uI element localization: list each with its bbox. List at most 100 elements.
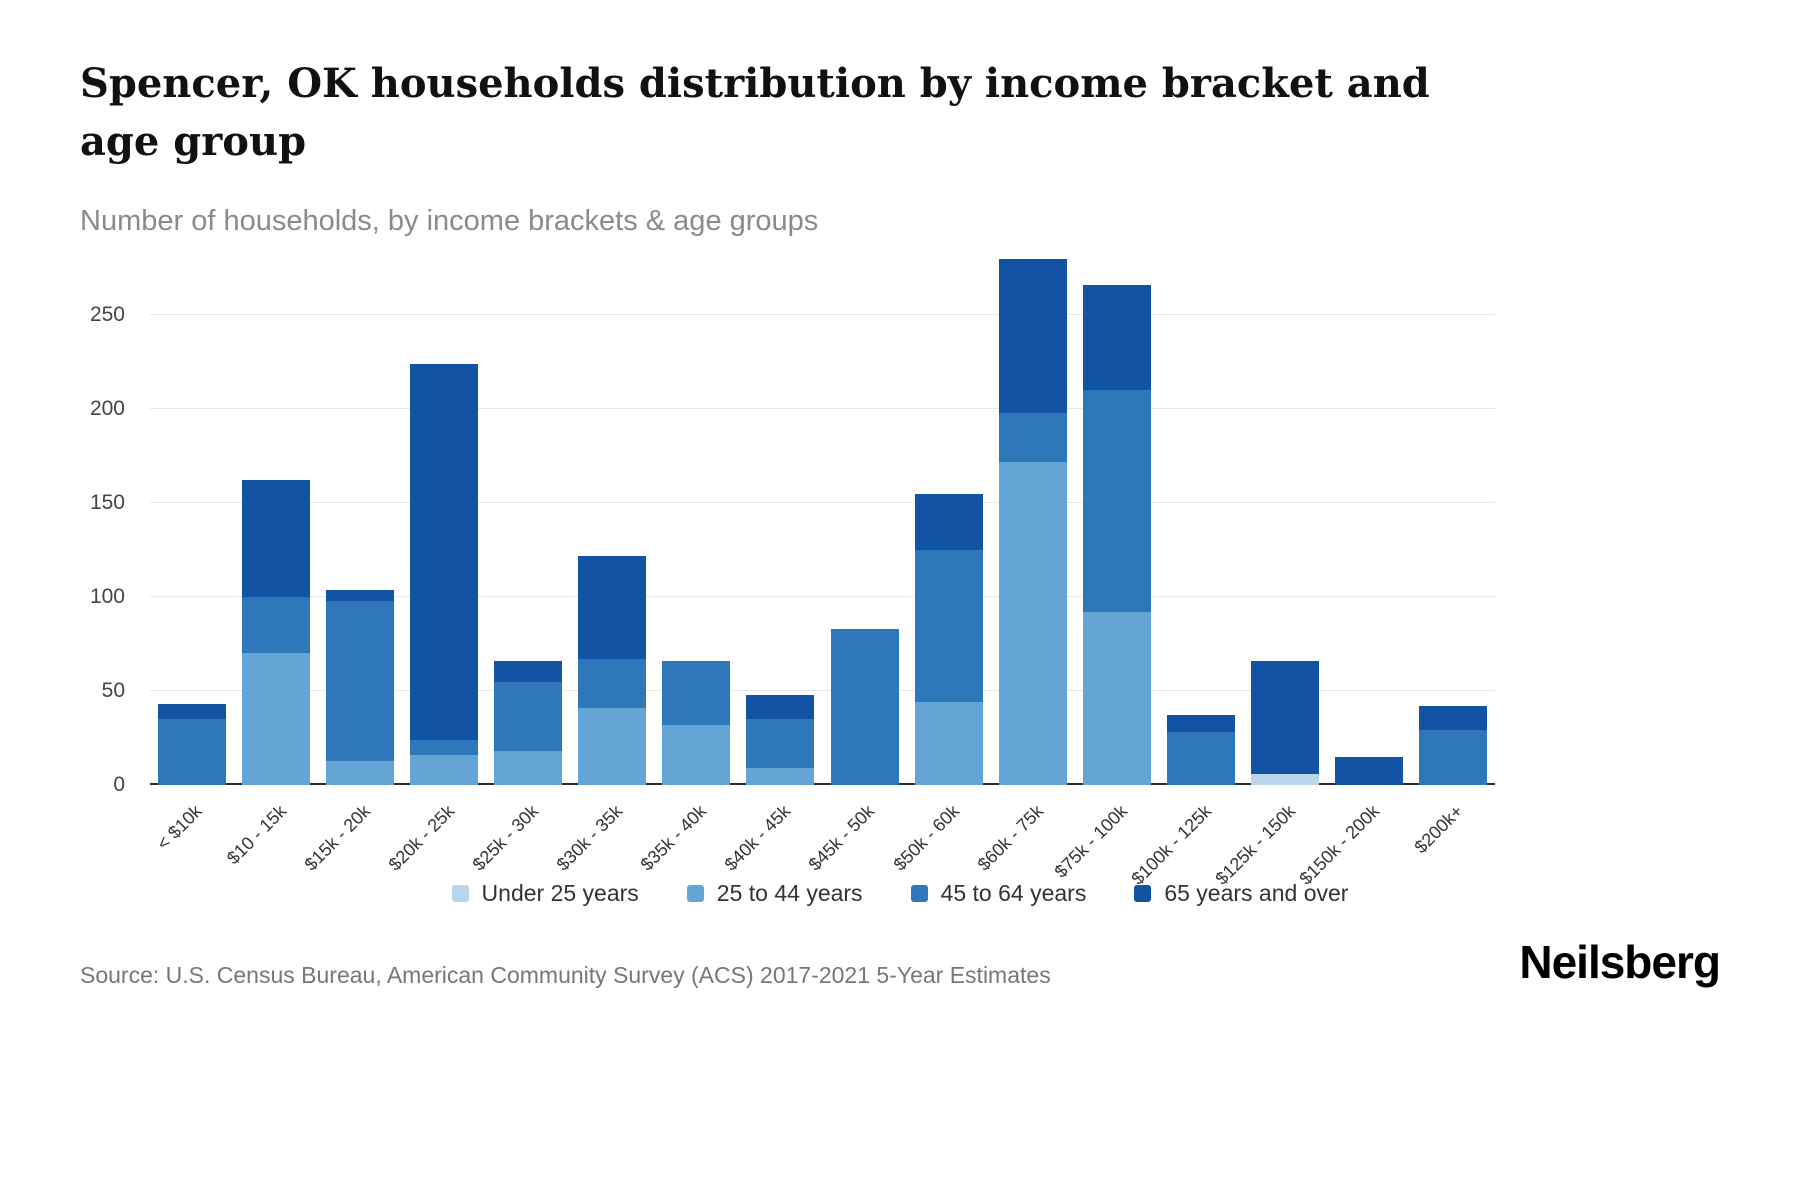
bar-slot [318,255,402,785]
gridline [150,408,1495,409]
bar [1418,706,1487,785]
bar-slot [150,255,234,785]
source-attribution: Source: U.S. Census Bureau, American Com… [80,962,1051,988]
legend-swatch [910,885,928,902]
bar-segment[interactable] [1418,730,1487,785]
bar-segment[interactable] [1166,715,1235,733]
bar [662,660,731,785]
bar-slot [907,255,991,785]
bar-slot [402,255,486,785]
bar-segment[interactable] [158,704,227,720]
x-tick-label: $15k - 20k [300,801,375,875]
legend-label: Under 25 years [481,880,639,906]
legend-swatch [686,885,704,902]
bar-segment[interactable] [578,659,647,708]
bar-segment[interactable] [242,653,311,785]
bar-segment[interactable] [1082,390,1151,613]
legend-item[interactable]: Under 25 years [451,880,639,907]
bar-slot [991,255,1075,785]
x-tick-label: $35k - 40k [636,801,711,875]
bar-slot [570,255,654,785]
bar-slot [1159,255,1243,785]
bar-segment[interactable] [746,768,815,785]
bar-segment[interactable] [914,702,983,785]
x-tick-label: $25k - 30k [468,801,543,875]
bar-segment[interactable] [830,628,899,785]
gridline [150,314,1495,315]
bar-segment[interactable] [158,719,227,785]
x-tick-label: $20k - 25k [384,801,459,875]
bar-segment[interactable] [578,555,647,660]
bar-segment[interactable] [1334,756,1403,785]
bar-segment[interactable] [1250,773,1319,785]
bar-slot [486,255,570,785]
x-tick-label: $75k - 100k [1050,801,1131,882]
bar-slot [738,255,822,785]
chart-subtitle: Number of households, by income brackets… [80,205,819,237]
bar [1334,756,1403,785]
bar-segment[interactable] [1082,612,1151,785]
x-tick-label: $150k - 200k [1295,801,1384,889]
x-axis: < $10k $10 - 15k $15k - 20k $20k - 25k $25k … [150,787,1495,889]
legend-item[interactable]: 45 to 64 years [910,880,1086,907]
y-tick-label: 100 [89,585,125,608]
bar-segment[interactable] [1082,284,1151,391]
x-tick-label: $200k+ [1410,801,1468,858]
bar-segment[interactable] [662,724,731,785]
bar-segment[interactable] [998,412,1067,462]
bar-segment[interactable] [410,363,479,740]
bar-slot [234,255,318,785]
y-tick-label: 150 [89,491,125,514]
bar-segment[interactable] [494,751,563,785]
bar-segment[interactable] [326,600,395,761]
bar [158,704,227,785]
bar [1166,715,1235,785]
x-tick-label: $30k - 35k [552,801,627,875]
bar-segment[interactable] [242,480,311,598]
legend-swatch [451,885,469,902]
bar-segment[interactable] [746,719,815,769]
bar-segment[interactable] [410,754,479,785]
legend-item[interactable]: 25 to 44 years [686,880,863,907]
bar [1082,284,1151,785]
bar [830,628,899,785]
y-tick-label: 50 [101,679,125,702]
bar-segment[interactable] [326,589,395,601]
y-tick-label: 0 [113,773,125,796]
neilsberg-logo: Neilsberg [1519,936,1721,988]
y-tick-label: 250 [89,303,125,326]
legend-item[interactable]: 65 years and over [1134,880,1348,907]
footer: Source: U.S. Census Bureau, American Com… [80,935,1721,989]
bar-segment[interactable] [998,258,1067,413]
bar-segment[interactable] [1418,706,1487,731]
bar-segment[interactable] [494,660,563,682]
x-tick-label: $10 - 15k [223,801,291,869]
x-tick-label: $50k - 60k [889,801,963,875]
bar-segment[interactable] [914,550,983,703]
legend: Under 25 years 25 to 44 years 45 to 64 yea… [0,880,1800,907]
bar-segment[interactable] [578,707,647,785]
bars-container [150,255,1495,785]
bar [578,555,647,785]
x-tick-label: $125k - 150k [1211,801,1299,889]
legend-label: 65 years and over [1164,880,1349,906]
bar-segment[interactable] [1250,660,1319,774]
bar-slot [823,255,907,785]
bar-segment[interactable] [1166,732,1235,785]
bar-segment[interactable] [998,461,1067,785]
bar-segment[interactable] [662,660,731,725]
y-axis: 0 50 100 150 200 250 [0,255,135,796]
bar-segment[interactable] [746,694,815,720]
bar [242,480,311,785]
bar-segment[interactable] [494,681,563,752]
x-tick-label: $100k - 125k [1127,801,1215,889]
bar-segment[interactable] [410,739,479,755]
bar-segment[interactable] [242,597,311,654]
bar [326,589,395,785]
bar-segment[interactable] [914,493,983,551]
x-tick-label: < $10k [153,801,207,854]
y-tick-label: 200 [89,397,125,420]
bar-segment[interactable] [326,760,395,785]
chart-title: Spencer, OK households distribution by i… [80,60,1430,165]
